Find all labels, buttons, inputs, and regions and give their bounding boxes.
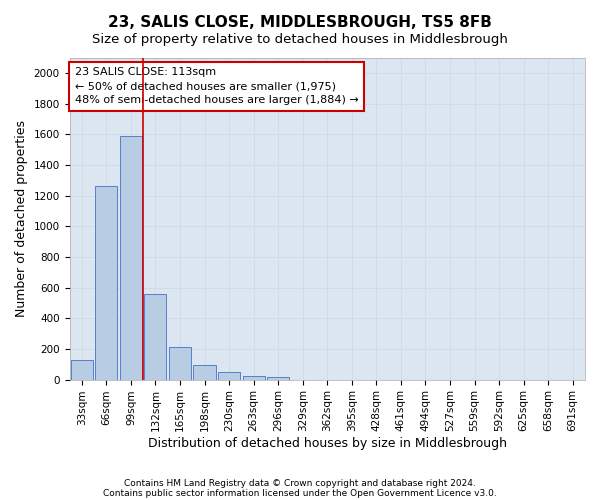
Bar xyxy=(242,376,265,380)
Bar xyxy=(193,365,215,380)
Text: Contains public sector information licensed under the Open Government Licence v3: Contains public sector information licen… xyxy=(103,488,497,498)
Bar xyxy=(218,372,240,380)
Bar xyxy=(145,294,166,380)
X-axis label: Distribution of detached houses by size in Middlesbrough: Distribution of detached houses by size … xyxy=(148,437,507,450)
Text: 23 SALIS CLOSE: 113sqm
← 50% of detached houses are smaller (1,975)
48% of semi-: 23 SALIS CLOSE: 113sqm ← 50% of detached… xyxy=(74,67,358,105)
Y-axis label: Number of detached properties: Number of detached properties xyxy=(15,120,28,317)
Bar xyxy=(267,376,289,380)
Text: Contains HM Land Registry data © Crown copyright and database right 2024.: Contains HM Land Registry data © Crown c… xyxy=(124,478,476,488)
Text: Size of property relative to detached houses in Middlesbrough: Size of property relative to detached ho… xyxy=(92,32,508,46)
Bar xyxy=(120,136,142,380)
Text: 23, SALIS CLOSE, MIDDLESBROUGH, TS5 8FB: 23, SALIS CLOSE, MIDDLESBROUGH, TS5 8FB xyxy=(108,15,492,30)
Bar xyxy=(169,346,191,380)
Bar xyxy=(95,186,118,380)
Bar xyxy=(71,360,93,380)
